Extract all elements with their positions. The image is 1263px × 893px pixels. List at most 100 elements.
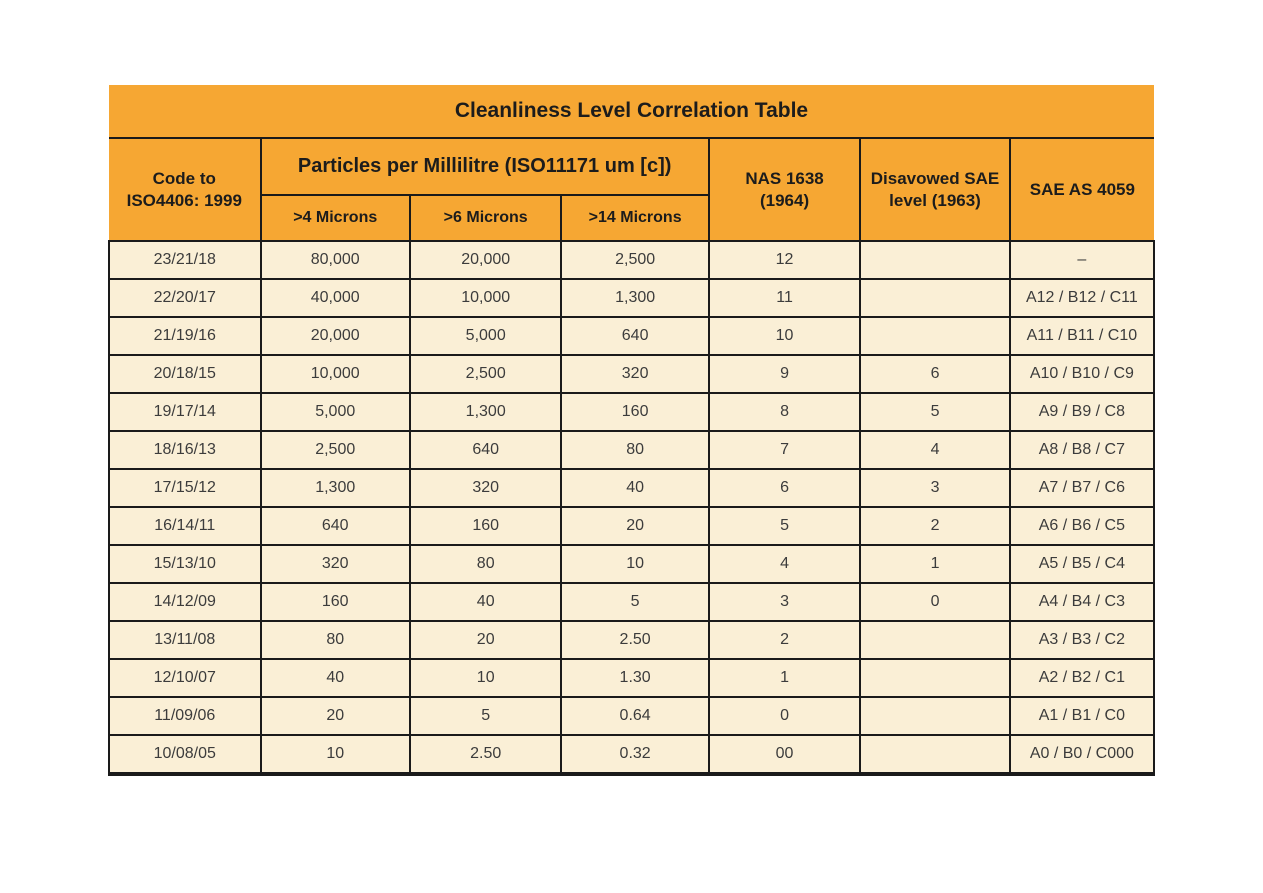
column-header-nas: NAS 1638 (1964) <box>707 137 862 242</box>
cell-sae-as-4059: A11 / B11 / C10 <box>1008 316 1156 356</box>
cell-sae-as-4059: A2 / B2 / C1 <box>1008 658 1156 698</box>
cell-4-microns: 20 <box>259 696 411 736</box>
table-title: Cleanliness Level Correlation Table <box>109 85 1154 139</box>
column-header-iso-code-line1: Code to <box>152 169 216 189</box>
cell-4-microns: 320 <box>259 544 411 584</box>
cell-14-microns: 160 <box>560 392 710 432</box>
cell-iso-code: 18/16/13 <box>108 430 262 470</box>
cell-disavowed-sae-level: 6 <box>859 354 1011 394</box>
cell-disavowed-sae-level <box>859 620 1011 660</box>
cell-14-microns: 20 <box>560 506 710 546</box>
correlation-table: Cleanliness Level Correlation Table Code… <box>108 85 1156 776</box>
cell-iso-code: 21/19/16 <box>108 316 262 356</box>
table-row: 10/08/05 10 2.50 0.32 00 A0 / B0 / C000 <box>108 734 1156 776</box>
column-header-nas-line1: NAS 1638 <box>745 169 824 189</box>
cell-disavowed-sae-level: 4 <box>859 430 1011 470</box>
cell-sae-as-4059: A6 / B6 / C5 <box>1008 506 1156 546</box>
cell-disavowed-sae-level <box>859 658 1011 698</box>
cell-disavowed-sae-level: 3 <box>859 468 1011 508</box>
cell-iso-code: 22/20/17 <box>108 278 262 318</box>
header-row-microns: >4 Microns >6 Microns >14 Microns <box>109 194 1154 242</box>
cell-6-microns: 20 <box>408 620 563 660</box>
cell-6-microns: 20,000 <box>408 240 563 280</box>
cell-14-microns: 5 <box>560 582 710 622</box>
cell-14-microns: 1.30 <box>560 658 710 698</box>
cell-4-microns: 80,000 <box>259 240 411 280</box>
table-row: 15/13/10 320 80 10 4 1 A5 / B5 / C4 <box>108 544 1156 584</box>
column-header-sae-as-4059: SAE AS 4059 <box>1008 137 1154 242</box>
cell-14-microns: 1,300 <box>560 278 710 318</box>
cell-14-microns: 0.64 <box>560 696 710 736</box>
cell-14-microns: 2.50 <box>560 620 710 660</box>
cell-6-microns: 40 <box>408 582 563 622</box>
cell-disavowed-sae-level: 0 <box>859 582 1011 622</box>
column-header-iso-code: Code to ISO4406: 1999 <box>109 137 262 242</box>
cell-iso-code: 11/09/06 <box>108 696 262 736</box>
column-header-nas-line2: (1964) <box>759 190 810 210</box>
column-header-iso-code-line2: ISO4406: 1999 <box>126 190 242 210</box>
cell-6-microns: 640 <box>408 430 563 470</box>
cell-nas-1638: 1 <box>707 658 862 698</box>
cell-4-microns: 20,000 <box>259 316 411 356</box>
cell-14-microns: 10 <box>560 544 710 584</box>
cell-nas-1638: 4 <box>707 544 862 584</box>
cell-iso-code: 23/21/18 <box>108 240 262 280</box>
cell-nas-1638: 6 <box>707 468 862 508</box>
cell-6-microns: 10 <box>408 658 563 698</box>
table-row: 20/18/15 10,000 2,500 320 9 6 A10 / B10 … <box>108 354 1156 394</box>
cell-6-microns: 10,000 <box>408 278 563 318</box>
cell-iso-code: 16/14/11 <box>108 506 262 546</box>
cell-4-microns: 10,000 <box>259 354 411 394</box>
table-row: 17/15/12 1,300 320 40 6 3 A7 / B7 / C6 <box>108 468 1156 508</box>
cell-nas-1638: 0 <box>707 696 862 736</box>
table-row: 16/14/11 640 160 20 5 2 A6 / B6 / C5 <box>108 506 1156 546</box>
cell-nas-1638: 11 <box>707 278 862 318</box>
column-header-disavowed-sae-line1: Disavowed SAE <box>870 169 1000 189</box>
cell-sae-as-4059: – <box>1008 240 1156 280</box>
table-row: 18/16/13 2,500 640 80 7 4 A8 / B8 / C7 <box>108 430 1156 470</box>
cell-iso-code: 12/10/07 <box>108 658 262 698</box>
table-row: 13/11/08 80 20 2.50 2 A3 / B3 / C2 <box>108 620 1156 660</box>
table-row: 14/12/09 160 40 5 3 0 A4 / B4 / C3 <box>108 582 1156 622</box>
cell-4-microns: 1,300 <box>259 468 411 508</box>
cell-disavowed-sae-level <box>859 316 1011 356</box>
table-row: 21/19/16 20,000 5,000 640 10 A11 / B11 /… <box>108 316 1156 356</box>
cell-nas-1638: 12 <box>707 240 862 280</box>
cell-4-microns: 40,000 <box>259 278 411 318</box>
cell-nas-1638: 8 <box>707 392 862 432</box>
column-header-6-microns: >6 Microns <box>408 194 563 242</box>
cell-sae-as-4059: A1 / B1 / C0 <box>1008 696 1156 736</box>
column-header-disavowed-sae-line2: level (1963) <box>889 190 981 210</box>
cell-nas-1638: 10 <box>707 316 862 356</box>
cell-sae-as-4059: A5 / B5 / C4 <box>1008 544 1156 584</box>
cell-4-microns: 640 <box>259 506 411 546</box>
cell-iso-code: 13/11/08 <box>108 620 262 660</box>
cell-4-microns: 10 <box>259 734 411 776</box>
cell-disavowed-sae-level: 5 <box>859 392 1011 432</box>
cell-sae-as-4059: A10 / B10 / C9 <box>1008 354 1156 394</box>
cell-disavowed-sae-level <box>859 278 1011 318</box>
column-header-4-microns: >4 Microns <box>259 194 411 242</box>
cell-disavowed-sae-level <box>859 734 1011 776</box>
cell-disavowed-sae-level: 1 <box>859 544 1011 584</box>
cell-sae-as-4059: A8 / B8 / C7 <box>1008 430 1156 470</box>
table-body: 23/21/18 80,000 20,000 2,500 12 – 22/20/… <box>108 240 1156 776</box>
cell-sae-as-4059: A3 / B3 / C2 <box>1008 620 1156 660</box>
cell-nas-1638: 2 <box>707 620 862 660</box>
table-title-row: Cleanliness Level Correlation Table <box>109 85 1154 139</box>
cell-disavowed-sae-level: 2 <box>859 506 1011 546</box>
cell-nas-1638: 7 <box>707 430 862 470</box>
cell-nas-1638: 9 <box>707 354 862 394</box>
cell-6-microns: 80 <box>408 544 563 584</box>
cell-sae-as-4059: A7 / B7 / C6 <box>1008 468 1156 508</box>
cell-14-microns: 2,500 <box>560 240 710 280</box>
cell-6-microns: 2.50 <box>408 734 563 776</box>
cell-sae-as-4059: A12 / B12 / C11 <box>1008 278 1156 318</box>
header-row-group: Code to ISO4406: 1999 Particles per Mill… <box>109 137 1154 242</box>
cell-iso-code: 17/15/12 <box>108 468 262 508</box>
cell-iso-code: 20/18/15 <box>108 354 262 394</box>
cell-14-microns: 320 <box>560 354 710 394</box>
cell-sae-as-4059: A0 / B0 / C000 <box>1008 734 1156 776</box>
cell-6-microns: 5,000 <box>408 316 563 356</box>
